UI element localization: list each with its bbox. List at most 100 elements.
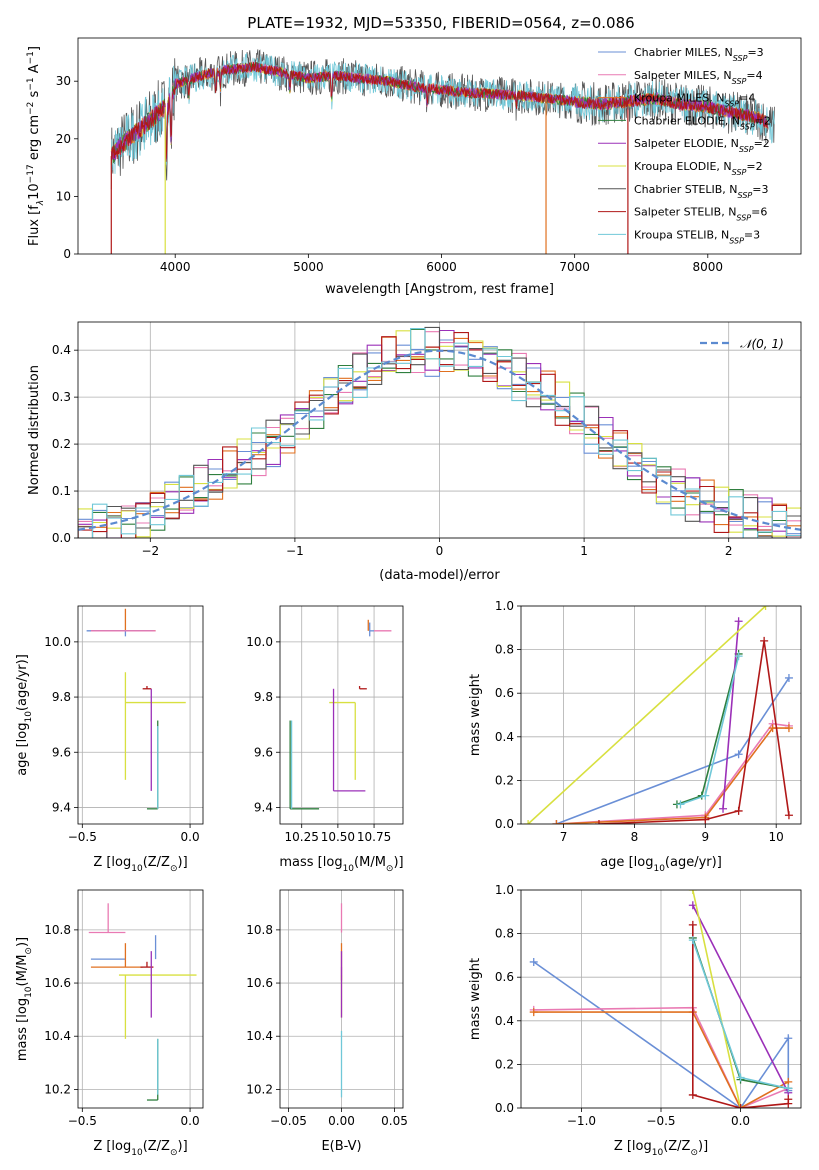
- legend-entry: Salpeter STELIB, NSSP=6: [634, 206, 767, 223]
- age_vs_mass-panel: mass [log10(M/M⊙)]: [279, 606, 404, 874]
- x-tick-label: 10.75: [357, 830, 391, 844]
- y-tick-label: 10.6: [44, 976, 71, 990]
- x-tick-label: 6000: [426, 260, 457, 274]
- residual-histogram-series: [78, 328, 801, 538]
- error-bar-point: [86, 630, 154, 637]
- y-tick-label: 10.0: [44, 635, 71, 649]
- x-tick-label: 0: [436, 544, 444, 558]
- y-tick-label: 9.8: [52, 690, 71, 704]
- mass-weight-marker: [761, 606, 770, 610]
- y-tick-label: 9.4: [52, 800, 71, 814]
- mass-weight-marker: [701, 791, 710, 800]
- spectrum-x-axis-label: wavelength [Angstrom, rest frame]: [325, 282, 554, 297]
- mass-weight-marker: [768, 724, 777, 733]
- y-tick-label: 20: [56, 132, 71, 146]
- y-tick-label: 9.8: [254, 690, 273, 704]
- y-tick-label: 0.3: [52, 390, 71, 404]
- spectrum-axes: 4000 5000 6000 7000 8000 0 10 20 30: [56, 37, 802, 274]
- residuals-panel: 𝒩(0, 1) (data-model)/error Normed distribu…: [27, 322, 801, 583]
- mass-weight-marker: [736, 1073, 745, 1082]
- error-bar-point: [142, 686, 152, 690]
- x-tick-label: 0.0: [731, 1114, 750, 1128]
- mass-weight-series-line: [556, 722, 790, 824]
- y-tick-label: 0.6: [495, 686, 514, 700]
- weight_vs_z-plot-area: [529, 890, 793, 1108]
- mass-weight-marker: [688, 1090, 697, 1099]
- x-tick-label: 0.0: [181, 1114, 200, 1128]
- legend-entry: Kroupa STELIB, NSSP=3: [634, 228, 760, 245]
- mass-weight-marker: [734, 652, 743, 661]
- x-tick-label: 4000: [160, 260, 191, 274]
- mass_vs_ebv-panel: E(B-V): [280, 890, 403, 1154]
- error-bar-point: [146, 1038, 159, 1101]
- spectrum-frame: [77, 37, 802, 255]
- error-bar-point: [146, 720, 159, 810]
- y-tick-label: 0.0: [52, 531, 71, 545]
- error-bar-point: [358, 686, 367, 690]
- y-tick-label: 10.2: [246, 1082, 273, 1096]
- mass-weight-marker: [736, 1104, 745, 1108]
- x-tick-label: 0.0: [181, 830, 200, 844]
- y-tick-label: 0.6: [495, 970, 514, 984]
- mass-weight-marker: [524, 820, 533, 824]
- mass-weight-marker: [719, 804, 728, 813]
- x-tick-label: −0.5: [68, 1114, 97, 1128]
- y-tick-label: 10.4: [44, 1029, 71, 1043]
- y-tick-label: 0.2: [52, 437, 71, 451]
- age_vs_z-frame: [77, 605, 204, 825]
- y-tick-label: 0.0: [495, 1101, 514, 1115]
- legend-entry: Chabrier ELODIE, NSSP=2: [634, 114, 771, 130]
- mass-weight-marker: [734, 806, 743, 815]
- y-tick-label: 9.6: [52, 745, 71, 759]
- y-tick-label: 10.4: [246, 1029, 273, 1043]
- mass-weight-marker: [594, 820, 603, 824]
- spectrum-panel: Chabrier MILES, NSSP=3 Salpeter MILES, NS…: [26, 46, 775, 297]
- x-tick-label: −1.0: [567, 1114, 596, 1128]
- residuals-x-axis-label: (data-model)/error: [379, 568, 500, 583]
- x-tick-label: 7000: [559, 260, 590, 274]
- weight_vs_age-frame: [520, 605, 802, 825]
- y-tick-label: 10.2: [44, 1082, 71, 1096]
- mass-weight-series-line: [533, 961, 790, 1108]
- x-tick-label: −0.5: [68, 830, 97, 844]
- mass_vs_z-frame: [77, 889, 204, 1109]
- x-tick-label: 10.50: [321, 830, 355, 844]
- x-tick-label: 0.00: [328, 1114, 355, 1128]
- x-tick-label: 7: [560, 830, 568, 844]
- y-tick-label: 0.8: [495, 927, 514, 941]
- error-bar-point: [289, 720, 320, 810]
- x-tick-label: 8: [631, 830, 639, 844]
- mass-weight-series-line: [533, 1011, 789, 1108]
- spectrum-legend: Chabrier MILES, NSSP=3 Salpeter MILES, NS…: [598, 46, 771, 245]
- y-tick-label: 10.8: [246, 923, 273, 937]
- mass-weight-marker: [734, 617, 743, 626]
- legend-entry: Salpeter ELODIE, NSSP=2: [634, 137, 770, 154]
- legend-entry: Chabrier MILES, NSSP=3: [634, 46, 764, 63]
- mass-weight-marker: [688, 920, 697, 929]
- y-tick-label: 0.1: [52, 484, 71, 498]
- y-tick-label: 0.4: [52, 343, 71, 357]
- weight-z-y-axis-label: mass weight: [468, 958, 483, 1040]
- x-tick-label: 1: [580, 544, 588, 558]
- spectrum-plot-area: [110, 49, 775, 254]
- y-tick-label: 10: [56, 189, 71, 203]
- mass-weight-series-line: [722, 621, 740, 809]
- mass-ebv-x-axis-label: E(B-V): [321, 1139, 361, 1154]
- mass-weight-marker: [760, 636, 769, 645]
- mass-weight-marker: [784, 1095, 793, 1104]
- legend-entry: Chabrier STELIB, NSSP=3: [634, 183, 768, 200]
- y-tick-label: 0.4: [495, 730, 514, 744]
- figure-title: PLATE=1932, MJD=53350, FIBERID=0564, z=0…: [247, 14, 634, 32]
- mass-z-y-axis-label: mass [log10(M/M⊙)]: [15, 937, 34, 1061]
- mass-weight-marker: [784, 673, 793, 682]
- x-tick-label: 2: [725, 544, 733, 558]
- x-tick-label: −2: [141, 544, 159, 558]
- y-tick-label: 0: [63, 247, 71, 261]
- weight-z-x-axis-label: Z [log10(Z/Z⊙)]: [614, 1139, 708, 1158]
- legend-entry: Kroupa MILES, NSSP=4: [634, 92, 755, 109]
- age_vs_z-axes: −0.5 0.0 9.4 9.6 9.8 10.0: [44, 605, 204, 844]
- x-tick-label: 9: [701, 830, 709, 844]
- weight_vs_z-axes: −1.0 −0.5 0.0 0.0 0.2 0.4 0.6 0.8 1.0: [495, 883, 802, 1128]
- x-tick-label: 0.05: [381, 1114, 408, 1128]
